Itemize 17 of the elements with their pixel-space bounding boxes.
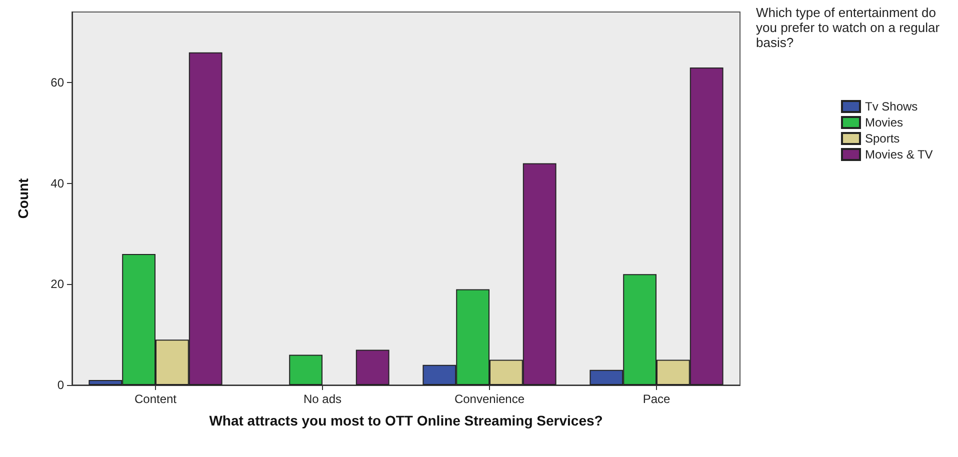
bar <box>289 354 322 385</box>
bar <box>356 350 390 385</box>
x-tick-label: Content <box>134 392 178 406</box>
legend-title: Which type of entertainment do you prefer to watch on a regular basis? <box>756 5 944 50</box>
x-axis-title: What attracts you most to OTT Online Streaming Services? <box>209 412 603 428</box>
y-axis-title: Count <box>15 178 31 219</box>
legend-label: Movies <box>864 116 903 130</box>
x-tick-label: Convenience <box>454 392 525 406</box>
y-tick-label: 60 <box>50 76 64 90</box>
legend-label: Sports <box>864 132 900 146</box>
y-tick-label: 0 <box>57 378 64 392</box>
x-tick-label: No ads <box>303 392 342 406</box>
legend-label: Tv Shows <box>864 100 918 114</box>
y-tick-label: 20 <box>50 277 64 292</box>
legend-label: Movies & TV <box>864 148 933 162</box>
x-tick-label: Pace <box>642 392 670 406</box>
y-tick-label: 40 <box>50 176 64 190</box>
